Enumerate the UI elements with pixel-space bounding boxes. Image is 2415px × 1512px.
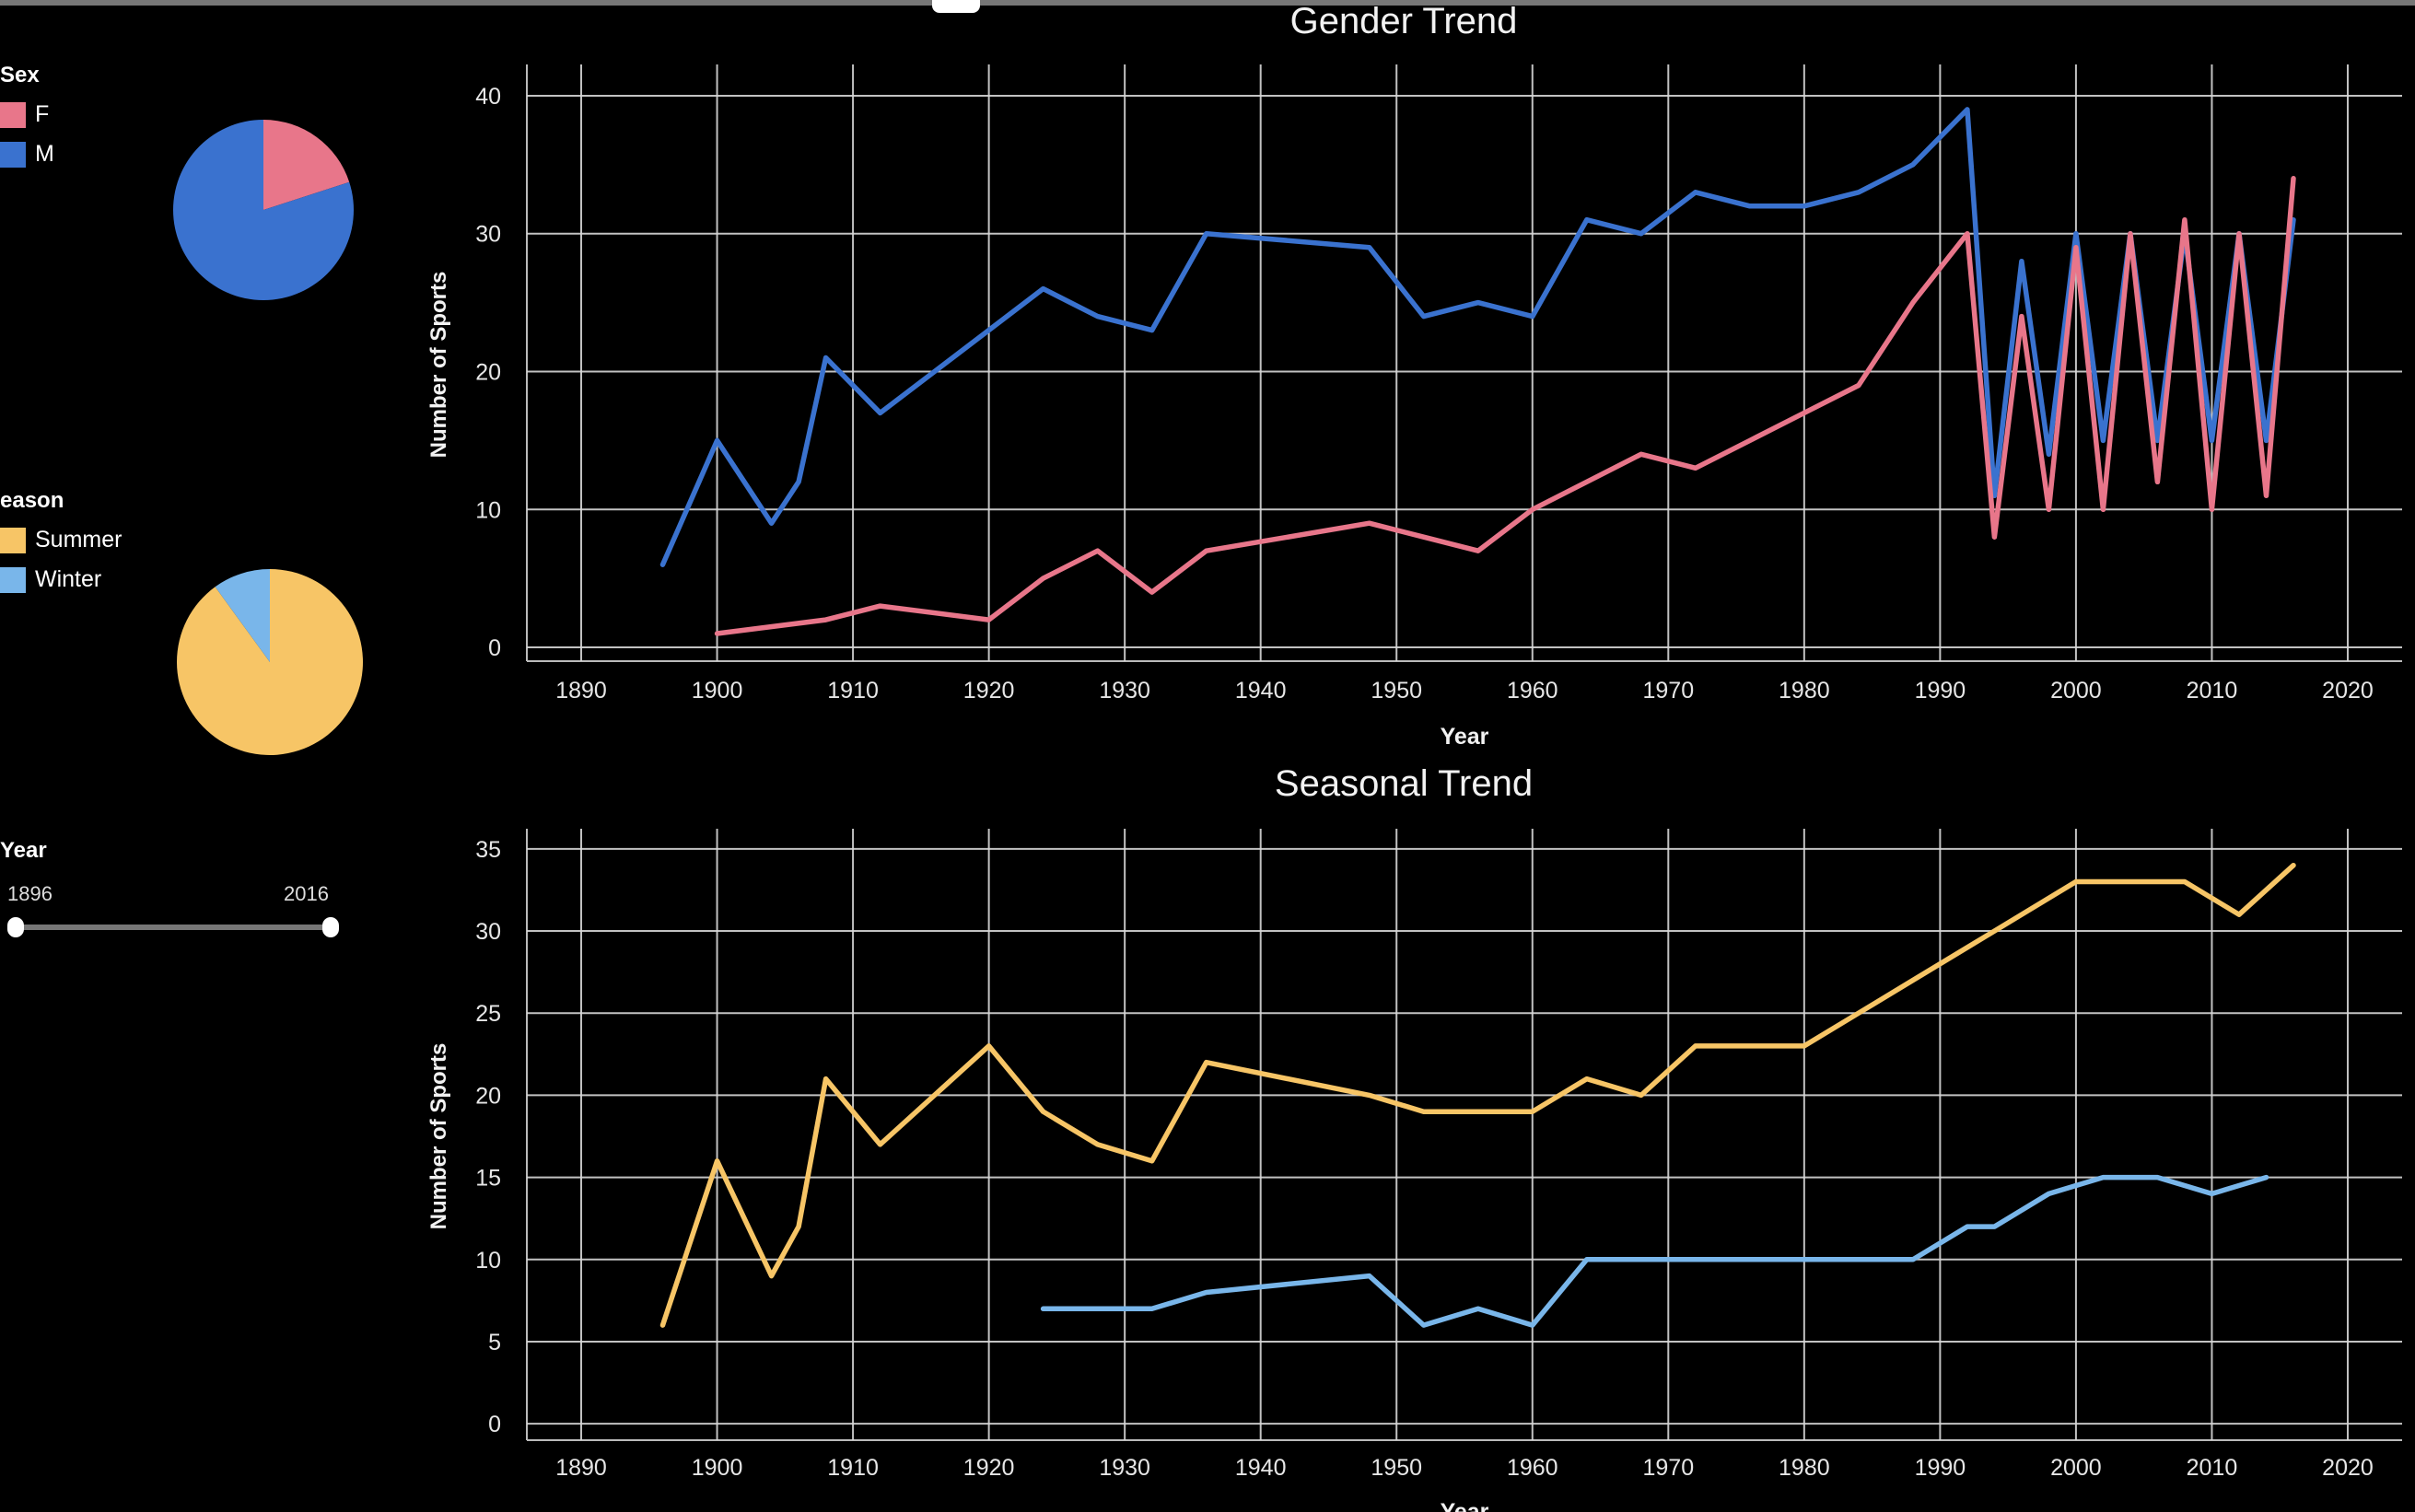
legend-item-summer[interactable]: Summer	[0, 527, 122, 553]
y-tick-label: 10	[475, 1248, 501, 1274]
x-tick-label: 1960	[1507, 1455, 1558, 1481]
x-tick-label: 1970	[1642, 1455, 1694, 1481]
series-line-summer	[659, 862, 2296, 1328]
season-pie-chart[interactable]	[175, 567, 365, 757]
year-slider-max-handle[interactable]	[322, 917, 339, 937]
x-tick-label: 1990	[1915, 1455, 1966, 1481]
x-tick-label: 1930	[1099, 1455, 1150, 1481]
x-tick-label: 2020	[2322, 678, 2374, 704]
year-slider-track[interactable]	[13, 925, 332, 930]
x-tick-label: 1960	[1507, 678, 1558, 704]
x-tick-label: 2010	[2187, 1455, 2238, 1481]
female-swatch	[0, 101, 26, 128]
y-axis-label: Number of Sports	[426, 272, 451, 459]
x-tick-label: 1900	[692, 678, 743, 704]
y-tick-label: 5	[488, 1330, 501, 1355]
male-swatch	[0, 141, 26, 168]
y-tick-label: 40	[475, 84, 501, 110]
series-line-f	[714, 176, 2296, 636]
legend-label-summer: Summer	[35, 527, 122, 552]
y-tick-label: 0	[488, 635, 501, 661]
series-line-winter	[1040, 1174, 2269, 1328]
y-tick-label: 35	[475, 837, 501, 863]
sex-legend: Sex F M	[0, 63, 54, 168]
x-tick-label: 2000	[2050, 1455, 2102, 1481]
legend-label-male: M	[35, 141, 54, 167]
y-tick-label: 30	[475, 222, 501, 248]
chart-title: Gender Trend	[1290, 1, 1518, 41]
x-tick-label: 1980	[1779, 1455, 1830, 1481]
x-tick-label: 2000	[2050, 678, 2102, 704]
pie-slice-winter	[215, 569, 270, 662]
y-tick-label: 20	[475, 1083, 501, 1109]
year-min-label: 1896	[7, 882, 52, 905]
pie-slice-f	[263, 120, 350, 210]
y-tick-label: 0	[488, 1412, 501, 1437]
summer-swatch	[0, 527, 26, 553]
winter-swatch	[0, 566, 26, 593]
x-tick-label: 2020	[2322, 1455, 2374, 1481]
year-filter-title: Year	[0, 838, 47, 863]
y-tick-label: 10	[475, 497, 501, 523]
x-tick-label: 1980	[1779, 678, 1830, 704]
season-legend-title: eason	[0, 488, 64, 513]
sex-pie-chart[interactable]	[171, 118, 356, 302]
y-tick-label: 30	[475, 919, 501, 945]
legend-label-female: F	[35, 101, 50, 127]
y-tick-label: 20	[475, 359, 501, 385]
x-tick-label: 2010	[2187, 678, 2238, 704]
legend-label-winter: Winter	[35, 566, 102, 592]
x-tick-label: 1920	[963, 678, 1015, 704]
x-tick-label: 1970	[1642, 678, 1694, 704]
pie-slice-summer	[176, 569, 363, 755]
legend-item-winter[interactable]: Winter	[0, 566, 122, 593]
year-max-label: 2016	[284, 882, 329, 905]
x-tick-label: 1890	[555, 1455, 607, 1481]
legend-item-female[interactable]: F	[0, 101, 54, 128]
x-tick-label: 1890	[555, 678, 607, 704]
x-axis-label: Year	[1441, 724, 1489, 750]
x-tick-label: 1950	[1371, 678, 1422, 704]
y-tick-label: 25	[475, 1001, 501, 1027]
x-axis-label: Year	[1441, 1499, 1489, 1512]
x-tick-label: 1950	[1371, 1455, 1422, 1481]
season-legend: eason Summer Winter	[0, 488, 122, 593]
year-slider-min-handle[interactable]	[7, 917, 24, 937]
window-drag-tab[interactable]	[932, 0, 980, 13]
x-tick-label: 1990	[1915, 678, 1966, 704]
legend-item-male[interactable]: M	[0, 141, 54, 168]
window-top-bar	[0, 0, 2415, 6]
y-axis-label: Number of Sports	[426, 1043, 451, 1230]
line-chart-0: 1890 1900 1910 1920 1930 1940 1950 1960 1970 1980…	[426, 1, 2402, 750]
chart-title: Seasonal Trend	[1275, 763, 1533, 804]
sex-legend-title: Sex	[0, 63, 40, 87]
x-tick-label: 1940	[1235, 1455, 1287, 1481]
x-tick-label: 1910	[827, 678, 879, 704]
x-tick-label: 1910	[827, 1455, 879, 1481]
x-tick-label: 1920	[963, 1455, 1015, 1481]
x-tick-label: 1900	[692, 1455, 743, 1481]
pie-slice-m	[173, 120, 354, 300]
x-tick-label: 1930	[1099, 678, 1150, 704]
line-chart-1: 1890 1900 1910 1920 1930 1940 1950 1960 1970 1980…	[426, 763, 2402, 1512]
x-tick-label: 1940	[1235, 678, 1287, 704]
y-tick-label: 15	[475, 1166, 501, 1192]
